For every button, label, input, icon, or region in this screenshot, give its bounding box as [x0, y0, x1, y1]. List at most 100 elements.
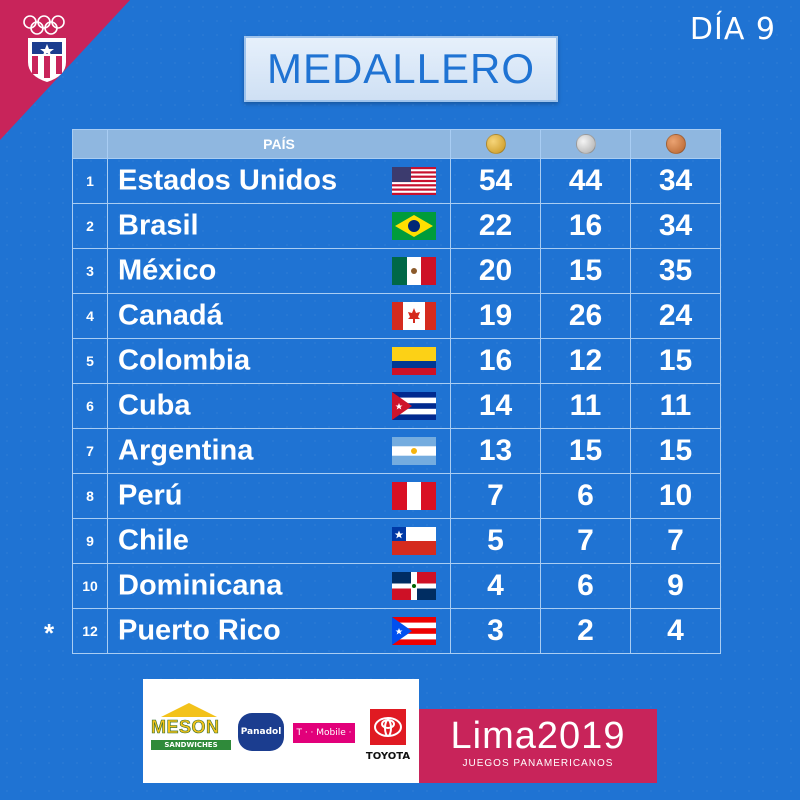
- country-cell: Dominicana: [107, 563, 451, 609]
- gold-count: 54: [450, 158, 541, 204]
- bronze-count: 15: [630, 338, 721, 384]
- bronze-count: 4: [630, 608, 721, 654]
- silver-count: 6: [540, 563, 631, 609]
- bronze-count: 35: [630, 248, 721, 294]
- bronze-count: 34: [630, 203, 721, 249]
- gold-header: [450, 129, 541, 159]
- silver-count: 16: [540, 203, 631, 249]
- mexico-flag-icon: [392, 257, 436, 285]
- rank-header: [72, 129, 108, 159]
- peru-flag-icon: [392, 482, 436, 510]
- brazil-flag-icon: [392, 212, 436, 240]
- bronze-count: 11: [630, 383, 721, 429]
- meson-name: MESON: [151, 717, 220, 738]
- country-name: Dominicana: [118, 569, 283, 602]
- country-name: México: [118, 254, 217, 287]
- country-header: PAÍS: [107, 129, 451, 159]
- bronze-count: 9: [630, 563, 721, 609]
- country-name: Chile: [118, 524, 189, 557]
- country-name: Estados Unidos: [118, 164, 338, 197]
- dominican-flag-icon: [392, 572, 436, 600]
- country-cell: Perú: [107, 473, 451, 519]
- meson-roof-icon: [161, 703, 217, 717]
- olympic-rings-icon: [23, 15, 65, 35]
- country-cell: Colombia: [107, 338, 451, 384]
- event-logo: Lima2019 JUEGOS PANAMERICANOS: [419, 709, 657, 783]
- toyota-emblem-icon: [370, 709, 406, 745]
- table-row: 3 México 20 15 35: [72, 248, 721, 294]
- gold-count: 20: [450, 248, 541, 294]
- event-name: Lima2019: [450, 715, 626, 757]
- country-name: Brasil: [118, 209, 199, 242]
- gold-count: 5: [450, 518, 541, 564]
- bronze-medal-icon: [665, 134, 686, 154]
- country-cell: Estados Unidos: [107, 158, 451, 204]
- rank-cell: 7: [72, 428, 108, 474]
- highlight-marker: *: [44, 618, 55, 648]
- gold-count: 19: [450, 293, 541, 339]
- rank-cell: 4: [72, 293, 108, 339]
- country-name: Cuba: [118, 389, 191, 422]
- event-subtitle: JUEGOS PANAMERICANOS: [462, 758, 614, 769]
- table-row: 8 Perú 7 6 10: [72, 473, 721, 519]
- silver-count: 2: [540, 608, 631, 654]
- gold-count: 14: [450, 383, 541, 429]
- table-row: 5 Colombia 16 12 15: [72, 338, 721, 384]
- country-cell: Canadá: [107, 293, 451, 339]
- toyota-logo: TOYOTA: [363, 709, 413, 769]
- bronze-count: 7: [630, 518, 721, 564]
- silver-medal-icon: [575, 134, 596, 154]
- bronze-header: [630, 129, 721, 159]
- gold-count: 7: [450, 473, 541, 519]
- tmobile-logo: T · · Mobile ·: [293, 723, 355, 743]
- country-name: Canadá: [118, 299, 223, 332]
- bronze-count: 10: [630, 473, 721, 519]
- corner-accent: [0, 0, 130, 140]
- shield-logo-icon: [28, 38, 66, 82]
- rank-cell: 12: [72, 608, 108, 654]
- chile-flag-icon: [392, 527, 436, 555]
- table-row: 6 Cuba 14 11 11: [72, 383, 721, 429]
- gold-count: 3: [450, 608, 541, 654]
- rank-cell: 6: [72, 383, 108, 429]
- silver-count: 26: [540, 293, 631, 339]
- cuba-flag-icon: [392, 392, 436, 420]
- sponsor-box: MESON SANDWICHES Panadol T · · Mobile · …: [143, 679, 419, 783]
- bronze-count: 34: [630, 158, 721, 204]
- rank-cell: 3: [72, 248, 108, 294]
- gold-count: 13: [450, 428, 541, 474]
- silver-count: 6: [540, 473, 631, 519]
- country-name: Puerto Rico: [118, 614, 281, 647]
- table-row: 12 Puerto Rico 3 2 4: [72, 608, 721, 654]
- silver-header: [540, 129, 631, 159]
- silver-count: 15: [540, 428, 631, 474]
- rank-cell: 1: [72, 158, 108, 204]
- silver-count: 15: [540, 248, 631, 294]
- page-title: MEDALLERO: [244, 36, 558, 102]
- table-row: 4 Canadá 19 26 24: [72, 293, 721, 339]
- silver-count: 7: [540, 518, 631, 564]
- country-name: Perú: [118, 479, 183, 512]
- bronze-count: 24: [630, 293, 721, 339]
- table-row: 7 Argentina 13 15 15: [72, 428, 721, 474]
- gold-medal-icon: [485, 134, 506, 154]
- country-cell: Chile: [107, 518, 451, 564]
- argentina-flag-icon: [392, 437, 436, 465]
- panadol-logo: Panadol: [238, 713, 284, 751]
- gold-count: 22: [450, 203, 541, 249]
- meson-logo: MESON SANDWICHES: [151, 703, 231, 750]
- meson-sub: SANDWICHES: [151, 740, 231, 750]
- silver-count: 11: [540, 383, 631, 429]
- puerto-rico-flag-icon: [392, 617, 436, 645]
- table-row: 9 Chile 5 7 7: [72, 518, 721, 564]
- silver-count: 44: [540, 158, 631, 204]
- table-row: 2 Brasil 22 16 34: [72, 203, 721, 249]
- country-name: Colombia: [118, 344, 251, 377]
- usa-flag-icon: [392, 167, 436, 195]
- bronze-count: 15: [630, 428, 721, 474]
- country-cell: Argentina: [107, 428, 451, 474]
- rank-cell: 10: [72, 563, 108, 609]
- rank-cell: 8: [72, 473, 108, 519]
- country-cell: Puerto Rico: [107, 608, 451, 654]
- country-cell: Cuba: [107, 383, 451, 429]
